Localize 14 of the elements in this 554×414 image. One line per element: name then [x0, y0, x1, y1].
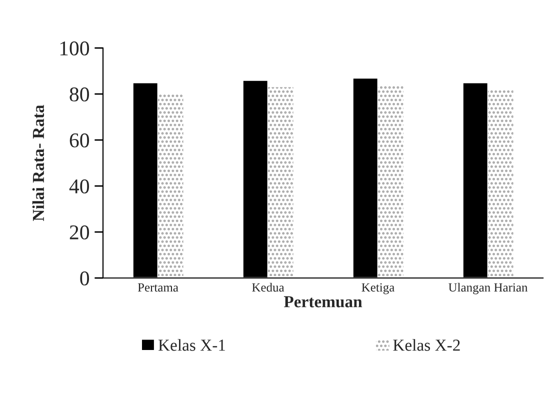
y-tick-label: 100: [60, 41, 90, 56]
y-tick-label: 20: [70, 225, 90, 240]
x-axis-title: Pertemuan: [284, 296, 362, 308]
y-tick-label: 60: [70, 133, 90, 148]
y-axis-title: Nilai Rata- Rata: [32, 104, 44, 222]
y-tick-label: 0: [80, 271, 90, 286]
legend-label: Kelas X-2: [393, 339, 460, 351]
x-tick-label: Ulangan Harian: [448, 282, 528, 294]
x-tick-label: Ketiga: [362, 283, 394, 294]
y-tick-label: 40: [69, 179, 90, 194]
y-tick-label: 80: [70, 87, 90, 102]
legend-label: Kelas X-1: [158, 339, 225, 351]
x-tick-label: Pertama: [138, 283, 178, 292]
x-tick-label: Kedua: [252, 282, 284, 292]
